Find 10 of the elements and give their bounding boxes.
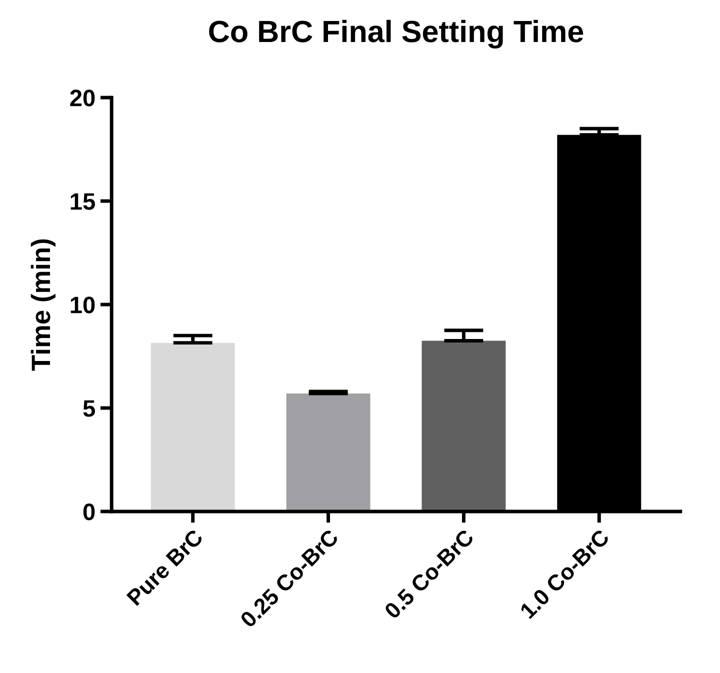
bar xyxy=(422,340,506,512)
y-axis-title: Time (min) xyxy=(30,239,56,371)
y-tick-label: 10 xyxy=(70,296,95,314)
bar xyxy=(286,394,370,512)
y-tick-label: 0 xyxy=(83,504,95,520)
chart-title: Co BrC Final Setting Time xyxy=(209,20,584,49)
y-tick-label: 20 xyxy=(70,90,95,106)
bar xyxy=(150,342,235,512)
y-tick-label: 15 xyxy=(70,193,95,210)
y-tick-label: 5 xyxy=(83,400,95,417)
